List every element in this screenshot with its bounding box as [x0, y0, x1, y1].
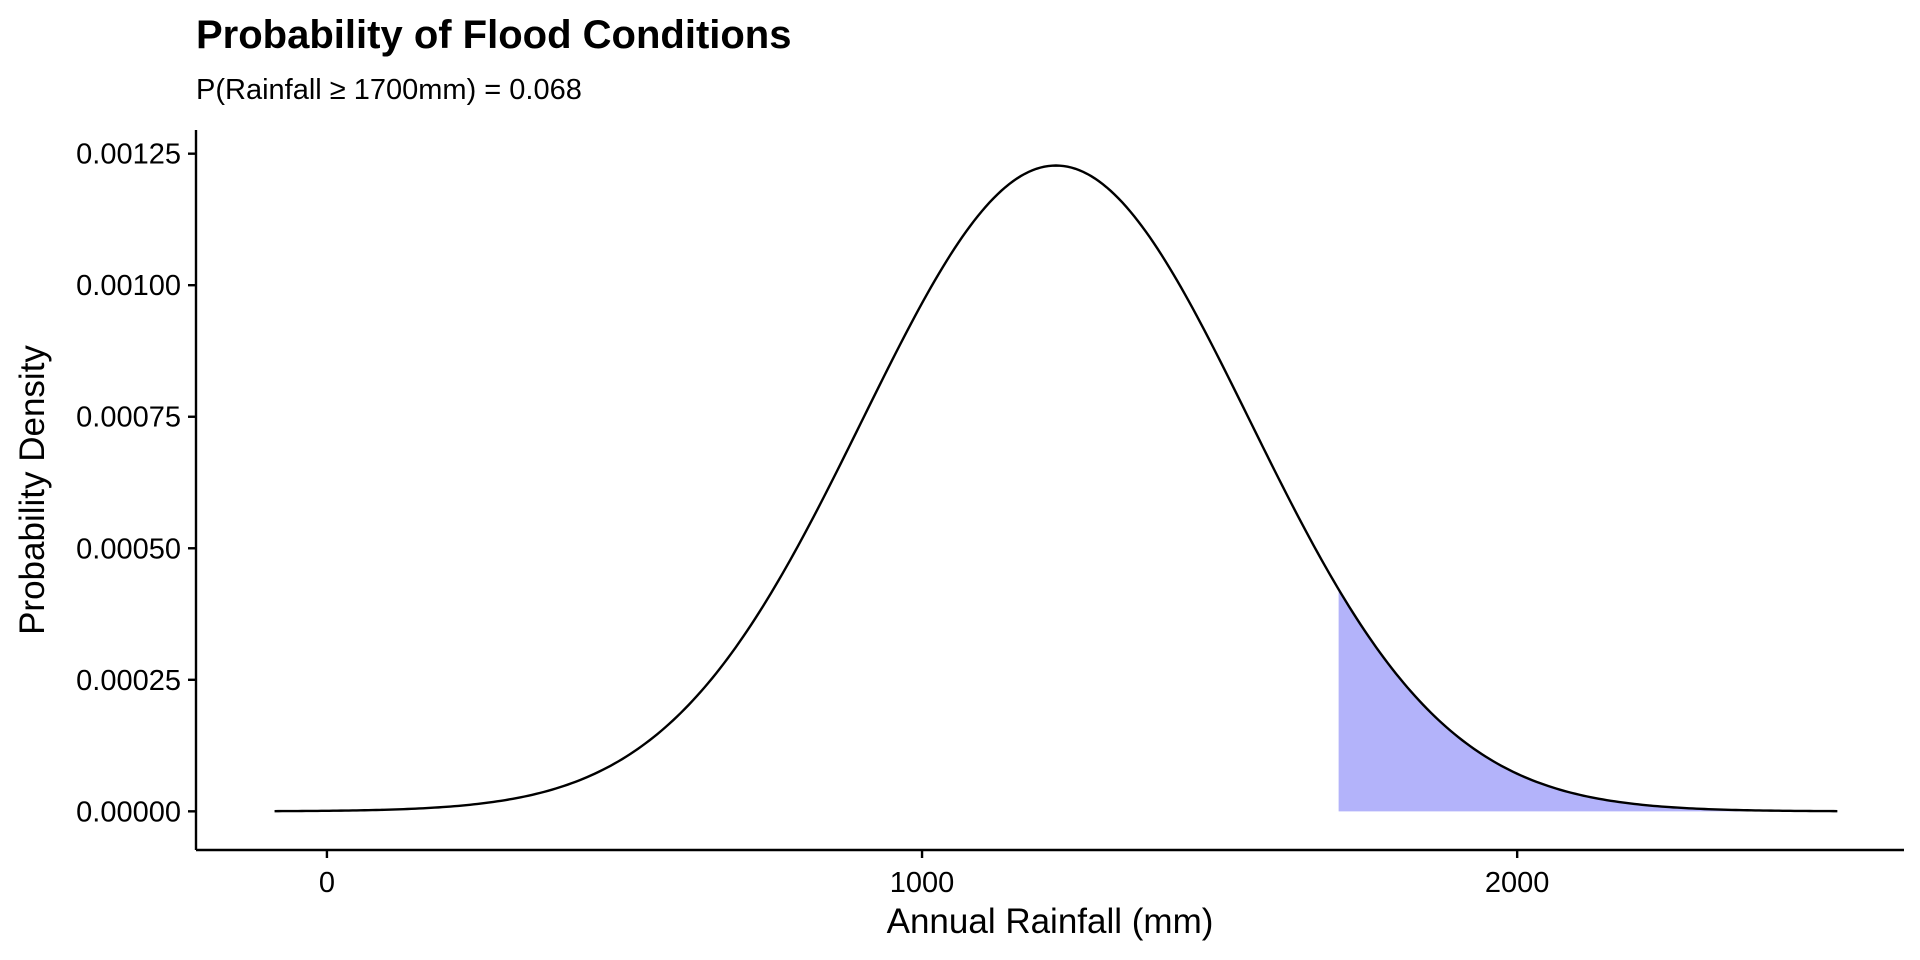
y-tick-label: 0.00075: [76, 402, 181, 434]
axes: 0.00000 0.00025 0.00050 0.00075 0.00100 0.001…: [76, 130, 1904, 899]
x-tick-label: 0: [319, 867, 335, 899]
chart-subtitle: P(Rainfall ≥ 1700mm) = 0.068: [196, 74, 582, 106]
chart-title: Probability of Flood Conditions: [196, 13, 792, 57]
x-tick-label: 2000: [1485, 867, 1550, 899]
y-tick-label: 0.00125: [76, 139, 181, 171]
x-tick-label: 1000: [890, 867, 955, 899]
plot-area: [274, 164, 1838, 813]
flood-probability-area: [1338, 589, 1838, 812]
x-axis-title: Annual Rainfall (mm): [887, 902, 1214, 941]
y-tick-label: 0.00050: [76, 533, 181, 565]
density-curve: [274, 164, 1838, 813]
y-tick-label: 0.00000: [76, 796, 181, 828]
y-tick-label: 0.00100: [76, 270, 181, 302]
y-axis-title: Probability Density: [13, 345, 52, 635]
y-tick-label: 0.00025: [76, 665, 181, 697]
